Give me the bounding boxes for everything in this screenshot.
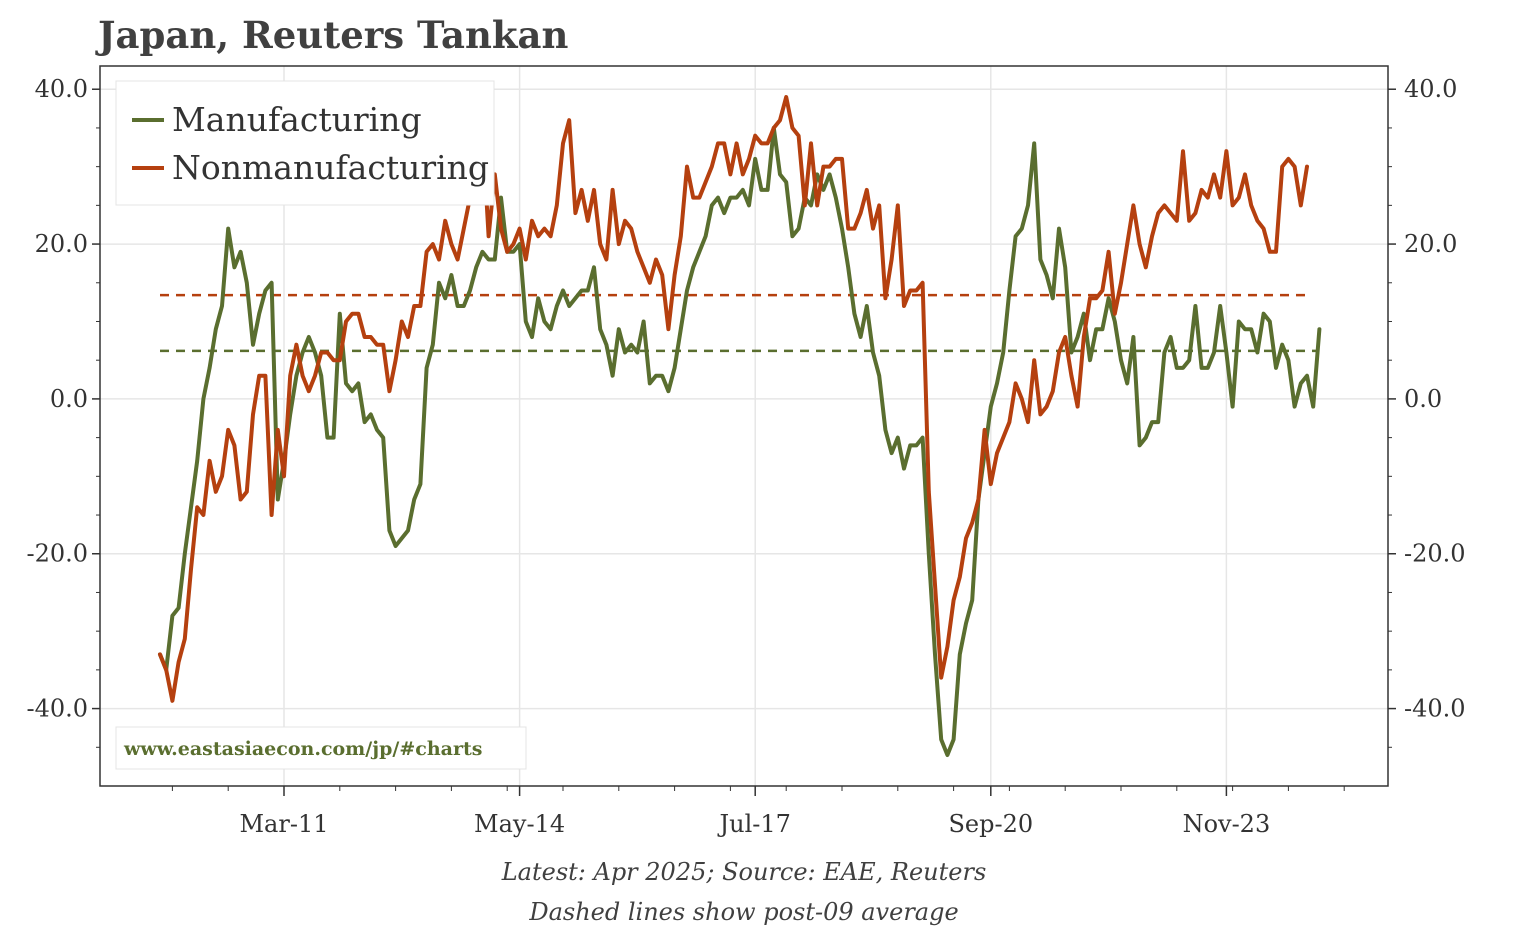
x-tick-label: Jul-17 — [716, 810, 790, 838]
footnote-average-note: Dashed lines show post-09 average — [528, 898, 958, 926]
watermark-text: www.eastasiaecon.com/jp/#charts — [123, 738, 482, 760]
x-axis: Mar-11 May-14 Jul-17 Sep-20 Nov-23 — [171, 786, 1345, 838]
y-tick-label-left: -40.0 — [26, 695, 88, 723]
y-tick-label-left: 40.0 — [35, 75, 88, 103]
y-tick-label-left: 0.0 — [50, 385, 88, 413]
y-axis-left: 40.0 20.0 0.0 -20.0 -40.0 — [26, 75, 100, 748]
legend-label-nonmanufacturing: Nonmanufacturing — [172, 148, 489, 187]
series-line-manufacturing — [158, 125, 1322, 757]
y-tick-label-right: 0.0 — [1404, 385, 1442, 413]
y-axis-right: 40.0 20.0 0.0 -20.0 -40.0 — [1388, 75, 1466, 748]
footnote-source: Latest: Apr 2025; Source: EAE, Reuters — [501, 858, 987, 886]
series-line-nonmanufacturing — [158, 95, 1309, 703]
y-tick-label-right: -20.0 — [1404, 540, 1466, 568]
watermark-box: www.eastasiaecon.com/jp/#charts — [115, 726, 527, 770]
y-tick-label-right: -40.0 — [1404, 695, 1466, 723]
y-tick-label-left: -20.0 — [26, 540, 88, 568]
chart-title: Japan, Reuters Tankan — [95, 13, 568, 57]
plot-frame — [99, 65, 1389, 787]
y-tick-label-right: 40.0 — [1404, 75, 1457, 103]
legend: Manufacturing Nonmanufacturing — [115, 80, 495, 206]
y-tick-label-left: 20.0 — [35, 230, 88, 258]
legend-label-manufacturing: Manufacturing — [172, 100, 422, 139]
y-tick-label-right: 20.0 — [1404, 230, 1457, 258]
x-tick-label: Sep-20 — [948, 810, 1033, 838]
series-lines — [158, 95, 1322, 757]
x-tick-label: May-14 — [474, 810, 565, 838]
watermark-frame — [115, 726, 527, 770]
x-tick-label: Nov-23 — [1183, 810, 1271, 838]
average-lines — [160, 293, 1320, 353]
legend-box — [115, 80, 495, 206]
x-tick-label: Mar-11 — [239, 810, 328, 838]
